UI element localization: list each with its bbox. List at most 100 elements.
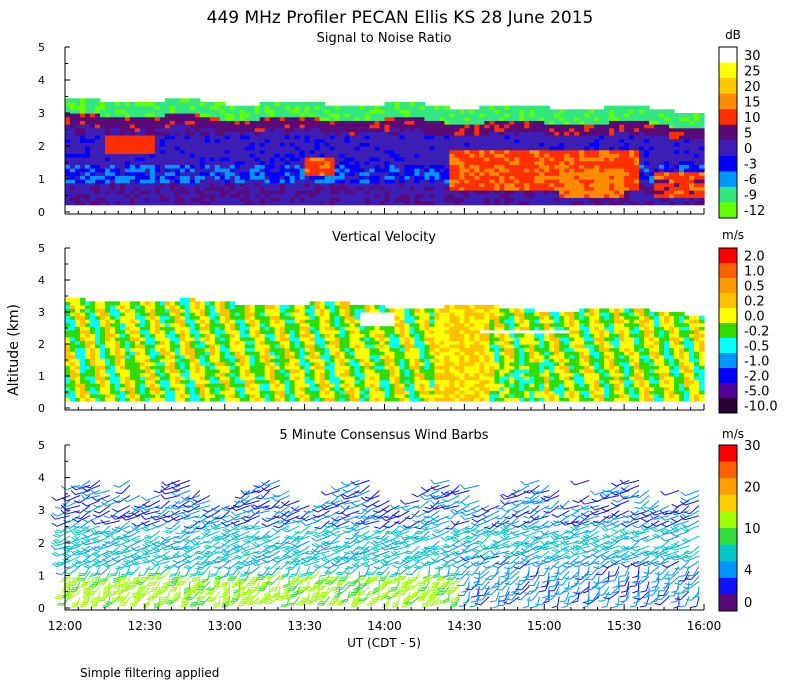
heat-cell — [184, 102, 191, 107]
heat-cell — [259, 322, 266, 327]
heat-cell — [309, 393, 316, 398]
heat-cell — [369, 179, 376, 184]
heat-cell — [239, 164, 246, 169]
heat-cell — [114, 179, 121, 184]
heat-cell — [109, 319, 116, 324]
heat-cell — [519, 124, 525, 129]
heat-cell — [69, 197, 76, 202]
heat-cell — [279, 322, 286, 327]
heat-cell — [249, 127, 256, 132]
heat-cell — [179, 301, 186, 306]
heat-cell — [79, 182, 86, 187]
heat-cell — [514, 127, 520, 132]
heat-cell — [354, 142, 361, 147]
heat-cell — [254, 379, 261, 384]
heat-cell — [129, 193, 136, 198]
heat-cell — [539, 142, 545, 147]
heat-cell — [324, 113, 331, 118]
heat-cell — [204, 186, 211, 191]
heat-cell — [689, 193, 695, 198]
heat-cell — [144, 376, 151, 381]
heat-cell — [259, 124, 266, 129]
heat-cell — [79, 329, 86, 334]
heat-cell — [514, 193, 520, 198]
heat-cell — [439, 164, 445, 169]
heat-cell — [594, 138, 600, 143]
heat-cell — [79, 326, 86, 331]
heat-cell — [289, 116, 296, 121]
heat-cell — [604, 193, 610, 198]
heat-cell — [174, 351, 181, 356]
heat-cell — [554, 182, 560, 187]
heat-cell — [659, 190, 665, 195]
heat-cell — [244, 365, 251, 370]
heat-cell — [134, 397, 141, 402]
heat-cell — [224, 131, 231, 136]
heat-cell — [479, 182, 485, 187]
heat-cell — [499, 127, 505, 132]
heat-cell — [689, 146, 695, 151]
heat-cell — [229, 186, 236, 191]
heat-cell — [644, 186, 650, 191]
heat-cell — [69, 135, 76, 140]
heat-cell — [599, 124, 605, 129]
heat-cell — [144, 105, 151, 110]
heat-cell — [419, 131, 426, 136]
heat-cell — [539, 160, 545, 165]
heat-cell — [404, 157, 411, 162]
heat-cell — [384, 146, 391, 151]
heat-cell — [409, 131, 416, 136]
heat-cell — [584, 113, 590, 118]
heat-cell — [664, 160, 670, 165]
heat-cell — [74, 358, 81, 363]
heat-cell — [89, 157, 96, 162]
heat-cell — [339, 186, 346, 191]
heat-cell — [179, 333, 186, 338]
heat-cell — [324, 190, 331, 195]
heat-cell — [144, 397, 151, 402]
heat-cell — [574, 164, 580, 169]
heat-cell — [154, 358, 161, 363]
heat-cell — [294, 390, 301, 395]
heat-cell — [79, 322, 86, 327]
heat-cell — [699, 135, 705, 140]
heat-cell — [65, 383, 71, 388]
heat-cell — [219, 372, 226, 377]
heat-cell — [134, 304, 141, 310]
heat-cell — [454, 186, 460, 191]
heat-cell — [139, 113, 146, 118]
heat-cell — [224, 361, 231, 366]
heat-cell — [219, 179, 226, 184]
heat-cell — [109, 368, 116, 374]
heat-cell — [519, 171, 525, 176]
heat-cell — [374, 201, 381, 206]
heat-cell — [579, 197, 585, 202]
heat-cell — [454, 142, 460, 147]
heat-cell — [84, 368, 91, 374]
heat-cell — [329, 105, 336, 110]
heat-cell — [189, 193, 196, 198]
heat-cell — [184, 138, 191, 143]
heat-cell — [469, 157, 475, 162]
heat-cell — [334, 164, 341, 169]
heat-cell — [609, 135, 615, 140]
heat-cell — [354, 182, 361, 187]
heat-cell — [434, 149, 441, 154]
heat-cell — [164, 186, 171, 191]
heat-cell — [624, 149, 630, 154]
heat-cell — [524, 186, 530, 191]
heat-cell — [65, 131, 71, 136]
heat-cell — [384, 127, 391, 132]
heat-cell — [119, 336, 126, 342]
heat-cell — [254, 116, 261, 121]
heat-cell — [329, 168, 336, 173]
heat-cell — [429, 175, 436, 180]
heat-cell — [394, 168, 401, 173]
heat-cell — [544, 160, 550, 165]
heat-cell — [159, 164, 166, 169]
heat-cell — [324, 171, 331, 176]
heat-cell — [299, 312, 306, 317]
heat-cell — [254, 120, 261, 125]
heat-cell — [384, 168, 391, 173]
heat-cell — [519, 164, 525, 169]
